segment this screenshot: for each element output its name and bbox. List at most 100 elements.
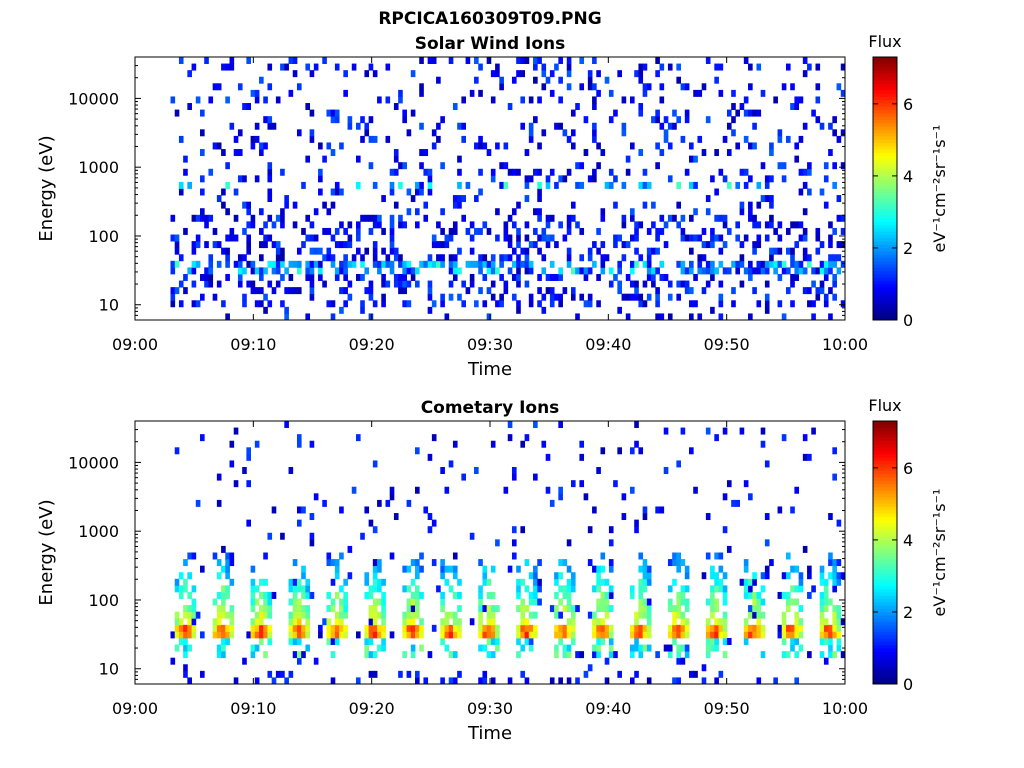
spectrogram-cell bbox=[777, 273, 783, 281]
spectrogram-cell bbox=[170, 234, 176, 242]
spectrogram-cell bbox=[271, 287, 277, 295]
spectrogram-cell bbox=[735, 234, 741, 242]
spectrogram-cell bbox=[587, 70, 593, 78]
spectrogram-cell bbox=[554, 572, 559, 580]
spectrogram-cell bbox=[355, 181, 361, 189]
spectrogram-cell bbox=[305, 605, 311, 613]
spectrogram-cell bbox=[457, 122, 462, 130]
spectrogram-cell bbox=[296, 657, 302, 665]
spectrogram-cell bbox=[271, 677, 277, 685]
spectrogram-cell bbox=[225, 162, 230, 170]
spectrogram-cell bbox=[486, 227, 492, 235]
spectrogram-cell bbox=[322, 227, 327, 235]
spectrogram-cell bbox=[267, 168, 273, 176]
spectrogram-cell bbox=[617, 447, 622, 455]
spectrogram-cell bbox=[537, 57, 542, 64]
spectrogram-cell bbox=[520, 247, 526, 255]
colorbar-swatch bbox=[873, 647, 897, 652]
spectrogram-cell bbox=[545, 214, 551, 222]
colorbar-swatch bbox=[873, 644, 897, 649]
spectrogram-cell bbox=[680, 657, 686, 665]
spectrogram-cell bbox=[562, 624, 568, 632]
spectrogram-cell bbox=[486, 651, 492, 659]
spectrogram-cell bbox=[634, 260, 639, 268]
spectrogram-cell bbox=[516, 631, 521, 639]
spectrogram-cell bbox=[499, 162, 504, 170]
spectrogram-cell bbox=[465, 181, 471, 189]
spectrogram-cell bbox=[372, 214, 378, 222]
spectrogram-cell bbox=[402, 260, 407, 268]
spectrogram-cell bbox=[309, 513, 315, 521]
spectrogram-cell bbox=[284, 306, 289, 314]
spectrogram-cell bbox=[296, 519, 302, 527]
spectrogram-cell bbox=[216, 605, 222, 613]
spectrogram-cell bbox=[554, 122, 559, 130]
spectrogram-cell bbox=[785, 598, 791, 606]
spectrogram-cell bbox=[756, 618, 762, 626]
spectrogram-cell bbox=[516, 57, 521, 64]
spectrogram-cell bbox=[790, 260, 795, 268]
spectrogram-cell bbox=[368, 280, 374, 288]
spectrogram-cell bbox=[667, 63, 673, 71]
spectrogram-cell bbox=[756, 241, 762, 249]
spectrogram-cell bbox=[309, 109, 315, 117]
spectrogram-cell bbox=[440, 572, 445, 580]
spectrogram-cell bbox=[537, 247, 542, 255]
spectrogram-cell bbox=[680, 135, 686, 143]
spectrogram-cell bbox=[566, 214, 572, 222]
spectrogram-cell bbox=[714, 598, 719, 606]
spectrogram-cell bbox=[608, 605, 614, 613]
spectrogram-cell bbox=[478, 598, 483, 606]
spectrogram-cells bbox=[170, 421, 846, 685]
colorbar-swatch bbox=[873, 112, 897, 117]
spectrogram-cell bbox=[309, 135, 315, 143]
x-tick-label: 09:40 bbox=[585, 699, 631, 718]
spectrogram-cell bbox=[347, 293, 353, 301]
spectrogram-cell bbox=[486, 287, 492, 295]
spectrogram-cell bbox=[221, 585, 226, 593]
spectrogram-cell bbox=[398, 260, 403, 268]
spectrogram-cell bbox=[246, 201, 251, 209]
spectrogram-cell bbox=[739, 427, 745, 435]
spectrogram-cell bbox=[533, 624, 538, 632]
spectrogram-cell bbox=[398, 670, 403, 678]
spectrogram-cell bbox=[659, 149, 665, 157]
spectrogram-cell bbox=[267, 631, 273, 639]
spectrogram-cell bbox=[355, 273, 361, 281]
spectrogram-cell bbox=[676, 280, 681, 288]
spectrogram-cell bbox=[516, 651, 521, 659]
spectrogram-cell bbox=[478, 585, 483, 593]
spectrogram-cell bbox=[832, 227, 837, 235]
spectrogram-cell bbox=[221, 624, 226, 632]
spectrogram-cell bbox=[410, 267, 416, 275]
spectrogram-cell bbox=[452, 440, 458, 448]
spectrogram-cell bbox=[823, 585, 829, 593]
spectrogram-cell bbox=[710, 637, 715, 645]
spectrogram-cell bbox=[427, 293, 433, 301]
spectrogram-cell bbox=[267, 624, 273, 632]
spectrogram-cell bbox=[410, 644, 416, 652]
spectrogram-cell bbox=[250, 578, 256, 586]
spectrogram-cell bbox=[486, 149, 492, 157]
spectrogram-cell bbox=[718, 168, 724, 176]
spectrogram-cell bbox=[200, 109, 205, 117]
spectrogram-cell bbox=[748, 267, 753, 275]
colorbar-swatch bbox=[873, 250, 897, 255]
spectrogram-cell bbox=[246, 247, 251, 255]
colorbar-swatch bbox=[873, 172, 897, 176]
spectrogram-cell bbox=[533, 76, 538, 84]
spectrogram-cell bbox=[769, 214, 774, 222]
spectrogram-cell bbox=[246, 280, 251, 288]
spectrogram-cell bbox=[596, 631, 601, 639]
spectrogram-cell bbox=[436, 254, 441, 262]
spectrogram-cell bbox=[482, 221, 488, 229]
spectrogram-cell bbox=[410, 598, 416, 606]
spectrogram-cell bbox=[288, 618, 294, 626]
spectrogram-cell bbox=[760, 267, 766, 275]
spectrogram-cell bbox=[743, 234, 749, 242]
spectrogram-cell bbox=[410, 651, 416, 659]
spectrogram-cell bbox=[794, 103, 800, 111]
spectrogram-cell bbox=[587, 559, 593, 567]
spectrogram-cell bbox=[334, 611, 340, 619]
spectrogram-cell bbox=[600, 267, 606, 275]
